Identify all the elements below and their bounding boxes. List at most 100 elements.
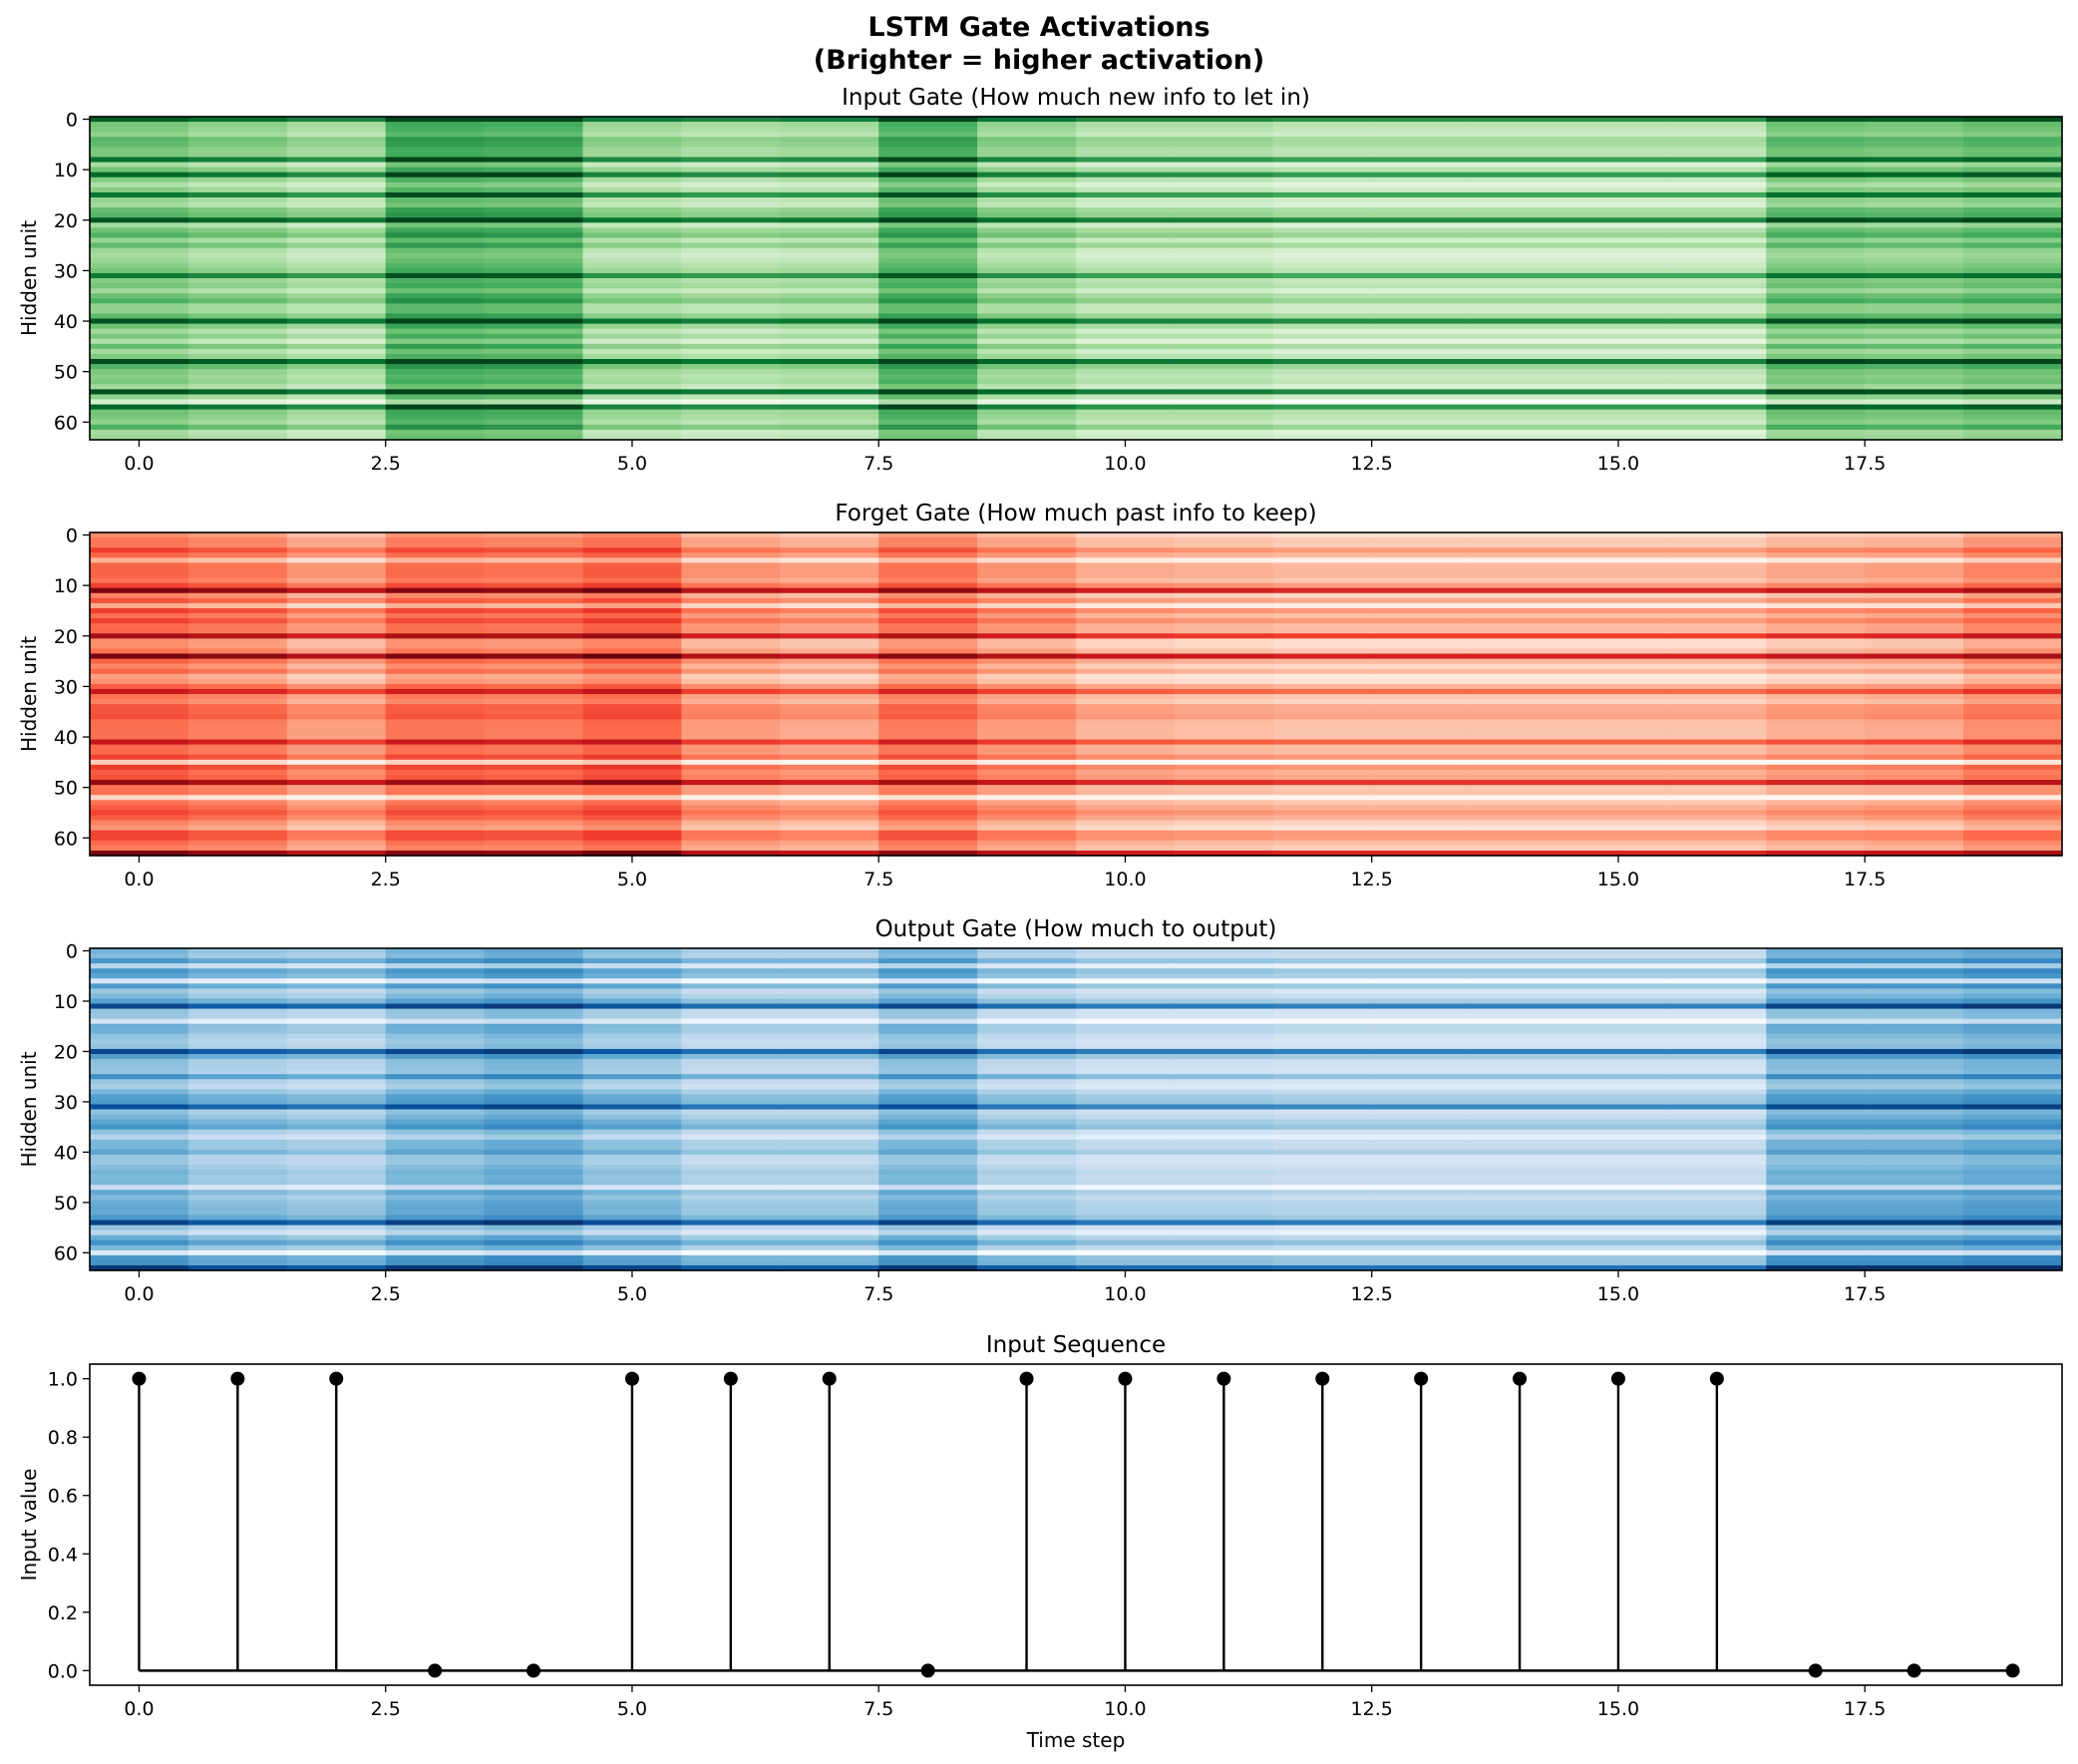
heatmap-cell (1963, 805, 2063, 812)
heatmap-cell (681, 953, 781, 959)
heatmap-cell (1470, 739, 1570, 746)
heatmap-cell (1174, 348, 1274, 355)
heatmap-cell (1568, 542, 1668, 548)
heatmap-cell (1766, 247, 1866, 254)
heatmap-cell (1667, 769, 1767, 776)
heatmap-cell (1174, 1264, 1274, 1271)
heatmap-cell (780, 1225, 879, 1232)
heatmap-cell (1865, 1084, 1964, 1090)
heatmap-cell (1963, 1259, 2063, 1266)
heatmap-cell (1470, 562, 1570, 569)
heatmap-cell (1470, 602, 1570, 609)
heatmap-cell (1963, 795, 2063, 801)
heatmap-cell (1568, 820, 1668, 827)
heatmap-cell (1766, 978, 1866, 984)
heatmap-cell (385, 308, 486, 315)
heatmap-cell (681, 1264, 781, 1271)
heatmap-cell (681, 769, 781, 776)
heatmap-cell (187, 117, 288, 123)
heatmap-cell (1076, 1180, 1176, 1186)
heatmap-cell (1667, 709, 1767, 715)
heatmap-cell (1963, 232, 2063, 239)
heatmap-cell (780, 267, 879, 274)
heatmap-cell (385, 122, 486, 128)
heatmap-cell (1272, 369, 1373, 375)
heatmap-cell (1272, 678, 1373, 685)
heatmap-cell (1470, 364, 1570, 370)
heatmap-cell (1963, 683, 2063, 690)
heatmap-cell (1766, 384, 1866, 390)
heatmap-cell (878, 1013, 978, 1020)
heatmap-cell (1470, 638, 1570, 644)
heatmap-cell (484, 978, 584, 984)
heatmap-cell (1766, 1038, 1866, 1045)
heatmap-cell (878, 191, 978, 198)
heatmap-cell (1568, 1003, 1668, 1010)
heatmap-cell (1076, 1084, 1176, 1090)
heatmap-cell (1272, 232, 1373, 239)
heatmap-cell (878, 683, 978, 690)
heatmap-cell (90, 369, 189, 375)
heatmap-cell (1470, 628, 1570, 634)
heatmap-cell (187, 1134, 288, 1141)
heatmap-cell (286, 374, 387, 380)
heatmap-cell (385, 222, 486, 228)
heatmap-cell (187, 724, 288, 731)
heatmap-cell (1963, 1124, 2063, 1131)
stem-marker (723, 1371, 738, 1386)
heatmap-cell (484, 795, 584, 801)
heatmap-cell (1272, 162, 1373, 169)
heatmap-cell (1766, 434, 1866, 441)
heatmap-cell (1272, 424, 1373, 431)
heatmap-cell (1865, 1139, 1964, 1146)
heatmap-cell (90, 181, 189, 188)
heatmap-cell (1076, 1254, 1176, 1261)
heatmap-cell (1470, 618, 1570, 624)
heatmap-cell (582, 587, 682, 594)
heatmap-cell (1865, 399, 1964, 406)
heatmap-cell (1568, 547, 1668, 553)
heatmap-cell (582, 157, 682, 164)
heatmap-cell (1667, 1003, 1767, 1010)
heatmap-cell (1667, 800, 1767, 806)
heatmap-cell (1076, 353, 1176, 360)
heatmap-cell (484, 547, 584, 553)
heatmap-cell (1766, 1185, 1866, 1191)
heatmap-cell (1963, 835, 2063, 842)
heatmap-cell (286, 963, 387, 969)
heatmap-cell (1568, 623, 1668, 629)
heatmap-cell (1766, 998, 1866, 1005)
heatmap-cell (1766, 958, 1866, 964)
heatmap-cell (1568, 1264, 1668, 1271)
heatmap-cell (1667, 318, 1767, 325)
heatmap-cell (878, 850, 978, 857)
heatmap-cell (1174, 379, 1274, 385)
heatmap-cell (1470, 835, 1570, 842)
heatmap-cell (1865, 785, 1964, 791)
heatmap-cell (385, 132, 486, 138)
heatmap-cell (286, 217, 387, 223)
heatmap-cell (681, 232, 781, 239)
heatmap-cell (187, 749, 288, 756)
heatmap-cell (1470, 542, 1570, 548)
heatmap-cell (1568, 572, 1668, 579)
heatmap-cell (681, 1159, 781, 1166)
heatmap-cell (1371, 142, 1472, 148)
heatmap-cell (90, 648, 189, 655)
heatmap-cell (1371, 1084, 1472, 1090)
heatmap-cell (1667, 359, 1767, 365)
heatmap-cell (1371, 1089, 1472, 1095)
heatmap-cell (90, 359, 189, 365)
heatmap-cell (1963, 389, 2063, 396)
heatmap-cell (90, 242, 189, 249)
heatmap-cell (385, 1069, 486, 1075)
heatmap-cell (1568, 1165, 1668, 1171)
heatmap-cell (1371, 1205, 1472, 1212)
heatmap-cell (780, 283, 879, 289)
heatmap-cell (977, 379, 1077, 385)
heatmap-cell (1963, 222, 2063, 228)
heatmap-cell (1568, 222, 1668, 228)
heatmap-cell (385, 810, 486, 817)
heatmap-cell (187, 754, 288, 761)
heatmap-cell (1766, 597, 1866, 604)
